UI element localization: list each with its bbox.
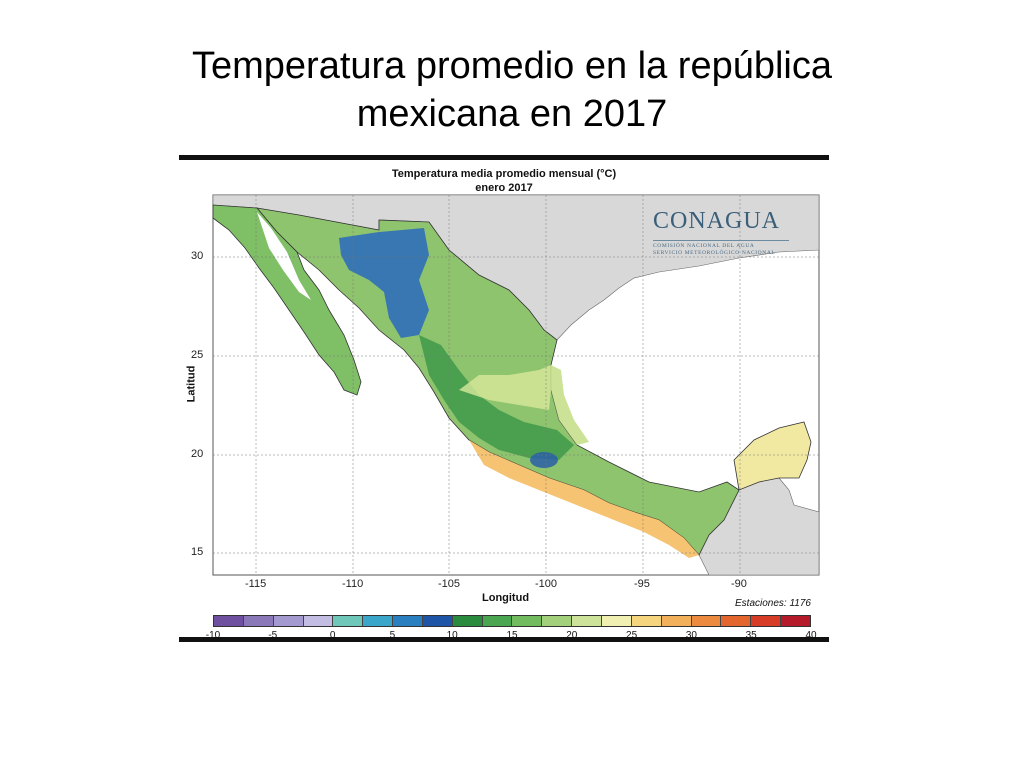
legend-swatch <box>393 616 423 626</box>
y-axis-label: Latitud <box>185 365 198 403</box>
legend-swatch <box>243 616 274 626</box>
slide-title: Temperatura promedio en la república mex… <box>0 42 1024 138</box>
legend-swatch <box>631 616 662 626</box>
legend-swatch <box>273 616 304 626</box>
central-cold-spot <box>530 452 558 468</box>
lon-tick-90: -90 <box>731 578 747 590</box>
lon-tick-95: -95 <box>634 578 650 590</box>
baja-california <box>212 204 362 396</box>
legend-swatch <box>333 616 364 626</box>
legend-tick-label: 15 <box>506 630 518 641</box>
map-subtitle: enero 2017 <box>475 182 533 194</box>
lat-tick-30: 30 <box>191 250 204 262</box>
mild-interior-region <box>459 365 551 410</box>
conagua-logo: CONAGUA COMISIÓN NACIONAL DEL AGUA SERVI… <box>649 202 799 260</box>
legend-swatch <box>751 616 782 626</box>
x-axis-label: Longitud <box>482 592 530 604</box>
legend-tick-label: 25 <box>626 630 638 641</box>
lat-tick-20: 20 <box>191 448 204 460</box>
legend-swatch <box>422 616 453 626</box>
legend-swatch <box>214 616 244 626</box>
legend-swatch <box>482 616 513 626</box>
logo-divider <box>653 240 789 241</box>
legend-tick-label: -5 <box>268 630 278 641</box>
legend-tick-label: 10 <box>446 630 458 641</box>
lon-tick-110: -110 <box>342 578 364 590</box>
legend-tick-label: 20 <box>566 630 578 641</box>
lat-tick-25: 25 <box>191 349 204 361</box>
legend-swatch <box>542 616 573 626</box>
temperature-map: Temperatura media promedio mensual (°C) … <box>179 155 829 642</box>
lon-tick-100: -100 <box>535 578 558 590</box>
legend-swatch <box>781 616 810 626</box>
gulf-of-california <box>257 212 311 300</box>
legend-swatch <box>661 616 692 626</box>
legend-swatch <box>721 616 752 626</box>
legend-swatch <box>303 616 334 626</box>
legend-tick-label: 40 <box>805 630 817 641</box>
lon-tick-105: -105 <box>438 578 461 590</box>
legend-tick-label: 35 <box>745 630 757 641</box>
legend-tick-label: -10 <box>205 630 221 641</box>
slide-title-line-1: Temperatura promedio en la república <box>191 45 833 87</box>
logo-wordmark: CONAGUA <box>653 208 780 234</box>
legend-tick-label: 0 <box>329 630 336 641</box>
slide-title-line-2: mexicana en 2017 <box>356 93 668 135</box>
legend-tick-label: 30 <box>685 630 697 641</box>
legend-swatch <box>363 616 394 626</box>
legend-swatch <box>512 616 543 626</box>
grid-lines <box>213 195 819 575</box>
cold-region-north <box>339 228 429 338</box>
map-canvas <box>212 194 820 576</box>
lon-tick-115: -115 <box>245 578 267 590</box>
lat-tick-15: 15 <box>191 546 204 558</box>
warm-coastal-band <box>469 440 699 558</box>
gulf-coast-band <box>551 365 589 445</box>
yucatan-peninsula <box>733 421 812 491</box>
legend-swatch <box>452 616 483 626</box>
legend-swatch <box>601 616 632 626</box>
legend-swatch <box>572 616 602 626</box>
logo-subtitle-1: COMISIÓN NACIONAL DEL AGUA <box>653 243 755 249</box>
highlands-region <box>419 335 574 460</box>
map-title: Temperatura media promedio mensual (°C) <box>391 168 617 180</box>
color-legend <box>213 615 811 627</box>
logo-subtitle-2: SERVICIO METEOROLÓGICO NACIONAL <box>653 250 776 256</box>
legend-tick-label: 5 <box>389 630 396 641</box>
stations-count: Estaciones: 1176 <box>735 598 811 609</box>
legend-swatch <box>691 616 722 626</box>
